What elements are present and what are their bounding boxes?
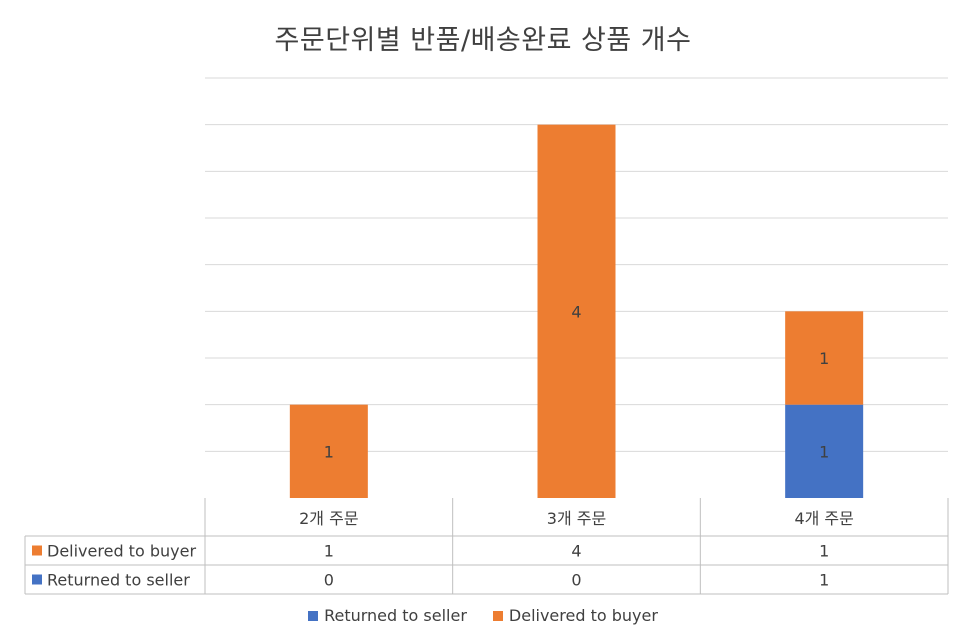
data-label: 1: [819, 442, 829, 461]
x-tick-label: 2개 주문: [299, 509, 358, 528]
table-row-label: Delivered to buyer: [47, 542, 196, 561]
bar-delivered-to-buyer: [785, 311, 864, 405]
x-tick-label: 3개 주문: [547, 509, 606, 528]
chart-title: 주문단위별 반품/배송완료 상품 개수: [274, 25, 692, 56]
table-legend-key: [32, 574, 42, 585]
table-row-label: Returned to seller: [47, 571, 190, 590]
table-cell: 0: [571, 571, 581, 590]
table-cell: 0: [324, 571, 334, 590]
table-legend-key: [32, 545, 42, 556]
bar-delivered-to-buyer: [537, 124, 616, 499]
legend-swatch: [492, 610, 503, 621]
x-tick-label: 4개 주문: [794, 509, 853, 528]
data-label: 1: [819, 349, 829, 368]
data-label: 4: [571, 302, 581, 321]
bar-delivered-to-buyer: [289, 404, 368, 498]
legend-swatch: [308, 610, 319, 621]
data-label: 1: [324, 442, 334, 461]
legend-item: Delivered to buyer: [492, 606, 658, 625]
table-cell: 4: [571, 542, 581, 561]
table-cell: 1: [819, 571, 829, 590]
legend-label: Returned to seller: [324, 606, 467, 625]
table-cell: 1: [819, 542, 829, 561]
legend-label: Delivered to buyer: [508, 606, 658, 625]
table-cell: 1: [324, 542, 334, 561]
bar-returned-to-seller: [785, 404, 864, 498]
legend-item: Returned to seller: [308, 606, 467, 625]
legend: Returned to seller Delivered to buyer: [0, 606, 966, 625]
